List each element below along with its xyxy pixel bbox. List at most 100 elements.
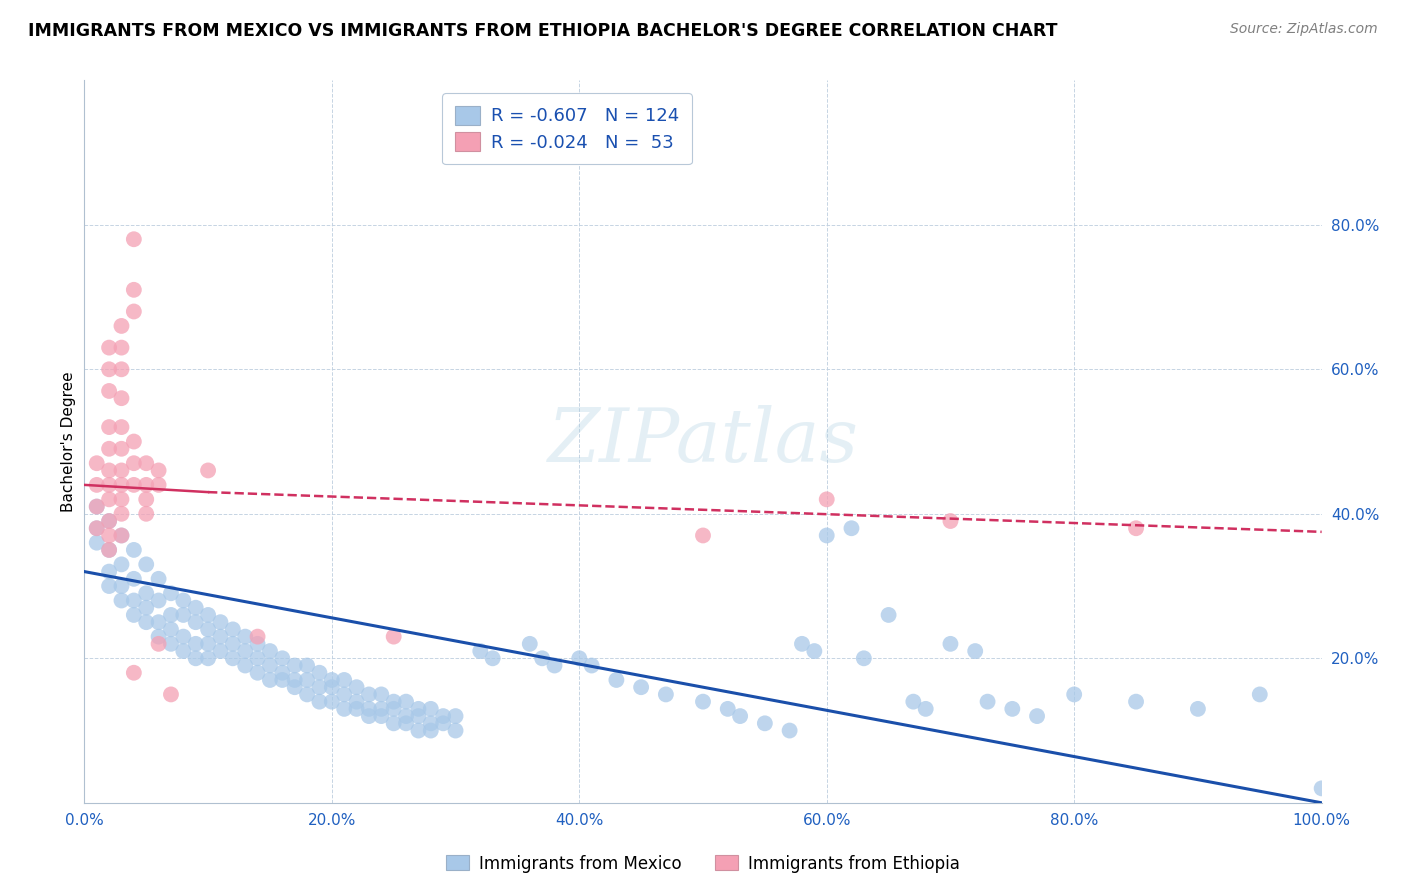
Point bbox=[110, 492, 132, 507]
Point bbox=[160, 607, 183, 622]
Point bbox=[160, 586, 183, 600]
Point bbox=[841, 521, 863, 535]
Point bbox=[728, 709, 751, 723]
Point bbox=[914, 702, 936, 716]
Point bbox=[184, 615, 207, 630]
Point bbox=[135, 456, 157, 470]
Point bbox=[346, 702, 368, 716]
Point bbox=[110, 478, 132, 492]
Point bbox=[172, 593, 194, 607]
Point bbox=[98, 362, 121, 376]
Point bbox=[135, 586, 157, 600]
Point bbox=[543, 658, 565, 673]
Point bbox=[160, 637, 183, 651]
Point bbox=[110, 362, 132, 376]
Point bbox=[110, 420, 132, 434]
Point bbox=[1187, 702, 1209, 716]
Point bbox=[172, 630, 194, 644]
Point bbox=[408, 723, 430, 738]
Point bbox=[86, 521, 108, 535]
Point bbox=[259, 673, 281, 687]
Point bbox=[333, 673, 356, 687]
Point bbox=[295, 673, 318, 687]
Point bbox=[382, 702, 405, 716]
Point bbox=[148, 615, 170, 630]
Point bbox=[295, 687, 318, 701]
Point bbox=[568, 651, 591, 665]
Point bbox=[408, 702, 430, 716]
Point bbox=[122, 456, 145, 470]
Point bbox=[122, 478, 145, 492]
Point bbox=[98, 542, 121, 557]
Point bbox=[197, 637, 219, 651]
Point bbox=[692, 695, 714, 709]
Point bbox=[965, 644, 987, 658]
Point bbox=[346, 680, 368, 694]
Point bbox=[98, 528, 121, 542]
Point bbox=[122, 304, 145, 318]
Point bbox=[370, 709, 392, 723]
Point bbox=[122, 665, 145, 680]
Point bbox=[135, 600, 157, 615]
Point bbox=[110, 507, 132, 521]
Point bbox=[815, 492, 838, 507]
Point bbox=[98, 442, 121, 456]
Point bbox=[184, 600, 207, 615]
Point bbox=[233, 644, 256, 658]
Point bbox=[110, 528, 132, 542]
Point bbox=[382, 630, 405, 644]
Point bbox=[246, 651, 269, 665]
Point bbox=[271, 651, 294, 665]
Point bbox=[1063, 687, 1085, 701]
Point bbox=[135, 507, 157, 521]
Point bbox=[135, 615, 157, 630]
Point bbox=[98, 384, 121, 398]
Point bbox=[419, 716, 441, 731]
Point bbox=[222, 637, 245, 651]
Point bbox=[519, 637, 541, 651]
Point bbox=[308, 680, 330, 694]
Point bbox=[98, 420, 121, 434]
Point bbox=[333, 702, 356, 716]
Point bbox=[122, 232, 145, 246]
Point bbox=[395, 709, 418, 723]
Point bbox=[98, 478, 121, 492]
Y-axis label: Bachelor's Degree: Bachelor's Degree bbox=[60, 371, 76, 512]
Point bbox=[148, 572, 170, 586]
Point bbox=[122, 434, 145, 449]
Point bbox=[284, 680, 307, 694]
Point bbox=[148, 593, 170, 607]
Point bbox=[110, 593, 132, 607]
Point bbox=[246, 665, 269, 680]
Point bbox=[110, 528, 132, 542]
Point bbox=[432, 709, 454, 723]
Point bbox=[321, 680, 343, 694]
Point bbox=[692, 528, 714, 542]
Point bbox=[110, 442, 132, 456]
Point bbox=[122, 572, 145, 586]
Point bbox=[86, 500, 108, 514]
Point bbox=[197, 651, 219, 665]
Point bbox=[395, 695, 418, 709]
Point bbox=[259, 658, 281, 673]
Point bbox=[184, 651, 207, 665]
Point bbox=[86, 456, 108, 470]
Point bbox=[284, 658, 307, 673]
Point bbox=[903, 695, 925, 709]
Point bbox=[1125, 521, 1147, 535]
Point bbox=[346, 695, 368, 709]
Point bbox=[1026, 709, 1049, 723]
Point bbox=[246, 630, 269, 644]
Point bbox=[976, 695, 998, 709]
Text: Source: ZipAtlas.com: Source: ZipAtlas.com bbox=[1230, 22, 1378, 37]
Point bbox=[419, 702, 441, 716]
Point bbox=[271, 673, 294, 687]
Point bbox=[444, 709, 467, 723]
Point bbox=[233, 630, 256, 644]
Point bbox=[122, 542, 145, 557]
Point bbox=[357, 687, 380, 701]
Point bbox=[98, 565, 121, 579]
Point bbox=[98, 579, 121, 593]
Point bbox=[110, 318, 132, 333]
Point bbox=[308, 695, 330, 709]
